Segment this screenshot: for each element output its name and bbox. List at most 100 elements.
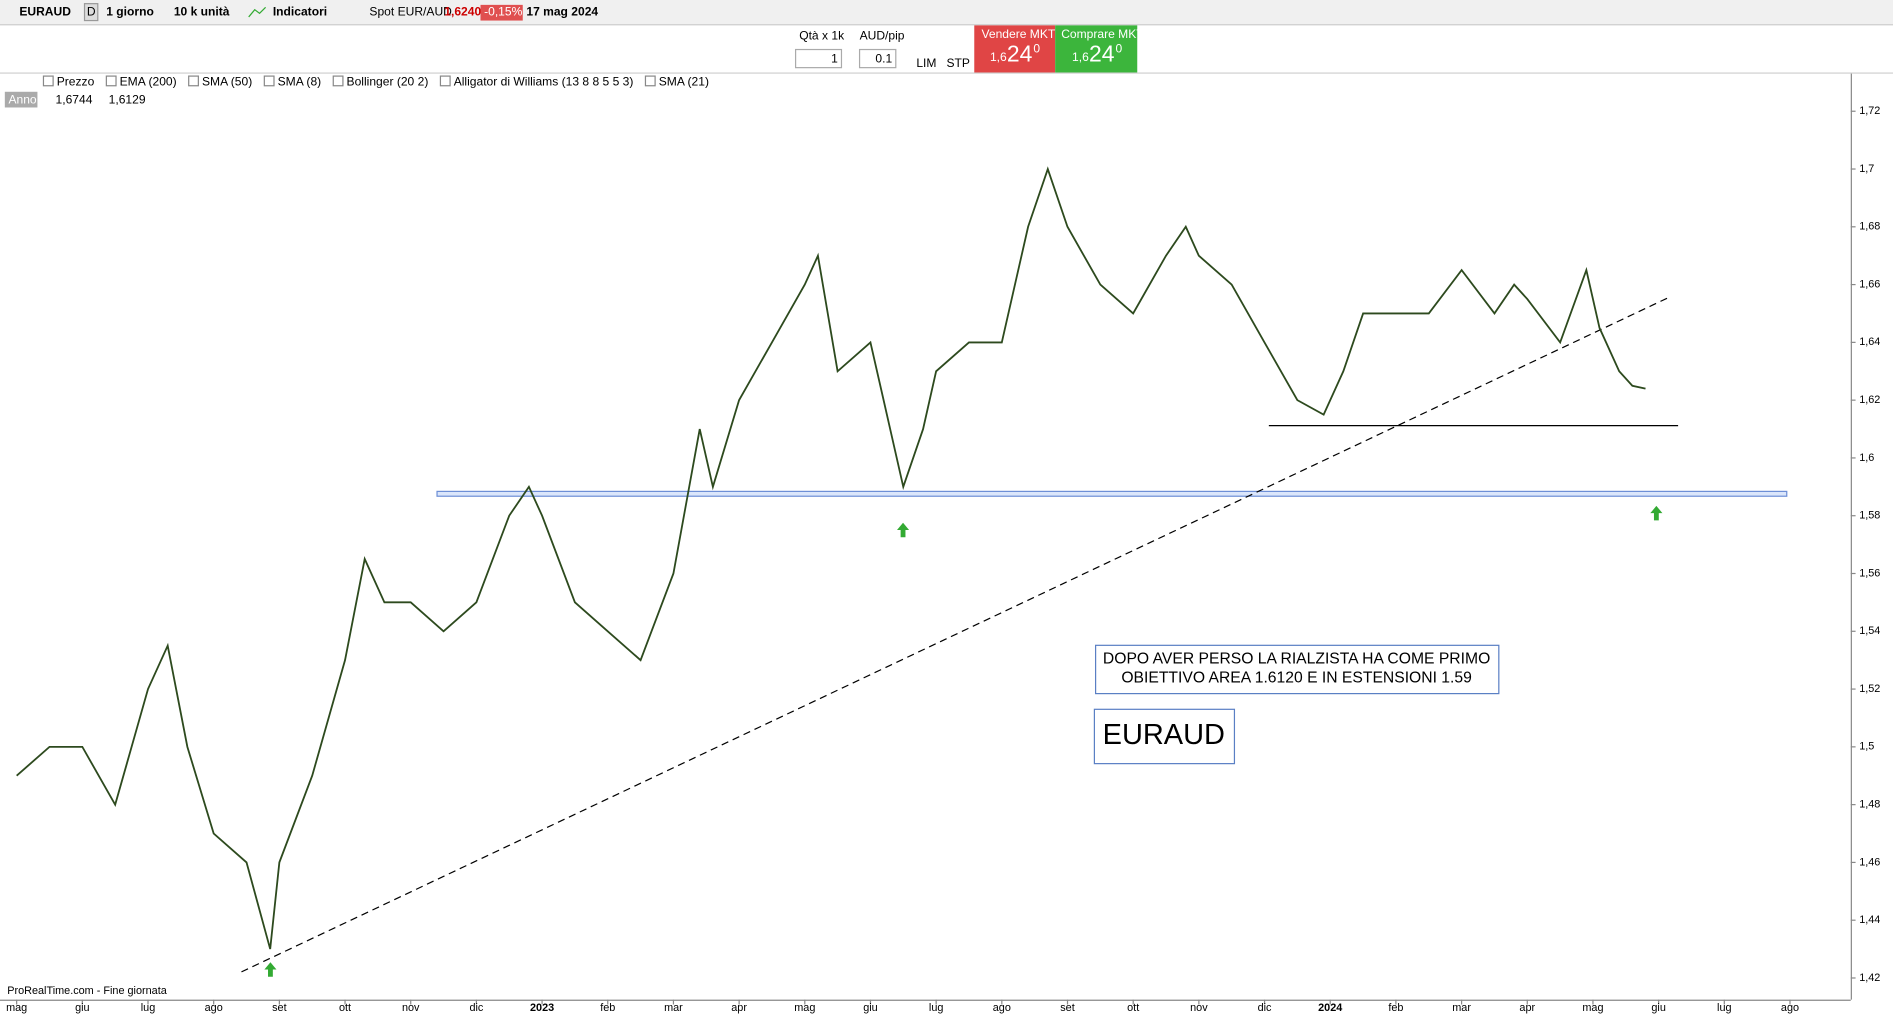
pip-input[interactable] (858, 48, 897, 69)
range-high: 1,6744 (56, 92, 93, 106)
lim[interactable]: LIM (916, 56, 936, 70)
price-line (16, 166, 1646, 950)
buy-big[interactable]: 24 (1089, 41, 1115, 67)
x-tick-label: apr (731, 1002, 747, 1014)
qty[interactable]: 1 (831, 51, 838, 65)
x-tick-label: dic (469, 1002, 483, 1014)
sell-button[interactable] (974, 25, 1056, 73)
indicators[interactable]: Indicatori (273, 4, 327, 18)
footer: ProRealTime.com - Fine giornata (7, 985, 167, 997)
qty-label: Qtà x 1k (799, 28, 845, 42)
indicator-label[interactable]: EMA (200) (120, 74, 177, 88)
y-tick-label: 1,44 (1859, 914, 1880, 926)
indicator-label[interactable]: Alligator di Williams (13 8 8 5 5 3) (454, 74, 634, 88)
symbol[interactable]: EURAUD (19, 4, 71, 18)
indicator-label[interactable]: SMA (50) (202, 74, 252, 88)
x-tick-label: mag (1582, 1002, 1603, 1014)
checkbox[interactable] (263, 75, 275, 87)
y-tick-label: 1,62 (1859, 394, 1880, 406)
qty-input[interactable] (794, 48, 843, 69)
x-tick-label: ott (1127, 1002, 1139, 1014)
note-box (1094, 644, 1500, 695)
y-tick-label: 1,42 (1859, 972, 1880, 984)
indicator-label[interactable]: Prezzo (57, 74, 95, 88)
buy-prefix[interactable]: 1,6 (1072, 50, 1089, 64)
x-tick-label: lug (141, 1002, 156, 1014)
checkbox[interactable] (188, 75, 199, 87)
range-label-box (4, 91, 38, 108)
arrow-up (264, 962, 277, 977)
change-box (480, 4, 523, 21)
checkbox[interactable] (439, 75, 451, 87)
trend-line (241, 296, 1670, 973)
x-tick-label: nov (1190, 1002, 1208, 1014)
x-tick-label: nov (402, 1002, 420, 1014)
support-band (436, 490, 1788, 497)
y-tick-label: 1,52 (1859, 683, 1880, 695)
x-tick-label: 2024 (1318, 1002, 1342, 1014)
y-tick-label: 1,5 (1859, 741, 1874, 753)
x-tick-label: apr (1519, 1002, 1535, 1014)
x-tick-label: lug (1717, 1002, 1732, 1014)
title-label: EURAUD (1103, 719, 1225, 751)
y-tick-label: 1,54 (1859, 625, 1880, 637)
buy-button[interactable] (1055, 25, 1138, 73)
checkbox[interactable] (332, 75, 344, 87)
buy-sup[interactable]: 0 (1116, 42, 1123, 56)
x-tick-label: ott (339, 1002, 351, 1014)
x-tick-label: giu (863, 1002, 878, 1014)
units[interactable]: 10 k unità (174, 4, 230, 18)
x-tick-label: feb (1388, 1002, 1403, 1014)
sell-sup[interactable]: 0 (1033, 42, 1040, 56)
title-box (1093, 708, 1236, 765)
change: -0,15% (484, 4, 522, 18)
indicator-label[interactable]: SMA (8) (278, 74, 322, 88)
x-tick-label: dic (1258, 1002, 1272, 1014)
stp[interactable]: STP (947, 56, 970, 70)
x-tick-label: mag (794, 1002, 815, 1014)
y-tick-label: 1,46 (1859, 856, 1880, 868)
pip-label: AUD/pip (860, 28, 905, 42)
indicator-label[interactable]: SMA (21) (659, 74, 709, 88)
x-tick-label: giu (75, 1002, 90, 1014)
x-tick-label: ago (993, 1002, 1011, 1014)
x-tick-label: mar (664, 1002, 683, 1014)
period-icon-box[interactable] (83, 3, 99, 22)
y-tick-label: 1,48 (1859, 799, 1880, 811)
sell-prefix[interactable]: 1,6 (990, 50, 1007, 64)
checkbox[interactable] (42, 75, 54, 87)
pip[interactable]: 0.1 (875, 51, 892, 65)
x-tick-label: set (1060, 1002, 1075, 1014)
y-tick-label: 1,68 (1859, 221, 1880, 233)
period-icon[interactable]: D (87, 4, 96, 18)
y-tick-label: 1,64 (1859, 336, 1880, 348)
note-line: DOPO AVER PERSO LA RIALZISTA HA COME PRI… (1103, 650, 1490, 667)
buy-label[interactable]: Comprare MKT (1061, 27, 1144, 41)
y-tick-label: 1,56 (1859, 567, 1880, 579)
y-tick-label: 1,6 (1859, 452, 1874, 464)
indicator-label[interactable]: Bollinger (20 2) (347, 74, 429, 88)
x-tick-label: set (272, 1002, 287, 1014)
y-tick-label: 1,58 (1859, 510, 1880, 522)
arrow-up (897, 522, 910, 538)
period[interactable]: 1 giorno (106, 4, 154, 18)
x-tick-label: ago (1781, 1002, 1799, 1014)
x-tick-label: feb (600, 1002, 615, 1014)
indicator-bar: Prezzo EMA (200) SMA (50) SMA (8) Bollinger … (42, 74, 709, 88)
checkbox[interactable] (105, 75, 117, 87)
x-tick-label: mag (6, 1002, 27, 1014)
y-tick-label: 1,7 (1859, 163, 1874, 175)
x-tick-label: mar (1452, 1002, 1471, 1014)
arrow-up (1650, 505, 1663, 521)
sell-big[interactable]: 24 (1007, 41, 1033, 67)
x-tick-label: giu (1651, 1002, 1666, 1014)
sell-label[interactable]: Vendere MKT (982, 27, 1056, 41)
indicators-icon[interactable] (248, 6, 267, 18)
note-line: OBIETTIVO AREA 1.6120 E IN ESTENSIONI 1.… (1121, 670, 1472, 687)
checkbox[interactable] (644, 75, 656, 87)
x-tick-label: ago (205, 1002, 223, 1014)
range-low: 1,6129 (109, 92, 146, 106)
x-tick-label: lug (929, 1002, 944, 1014)
